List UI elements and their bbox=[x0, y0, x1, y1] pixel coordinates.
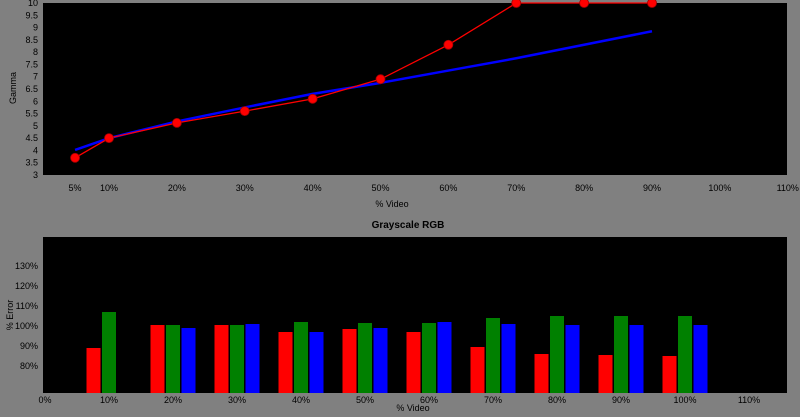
grayscale-ytick-label: 90% bbox=[20, 341, 38, 351]
green-bar bbox=[614, 316, 628, 393]
grayscale-ytick-label: 80% bbox=[20, 361, 38, 371]
gamma-xtick-label: 30% bbox=[236, 183, 254, 193]
grayscale-xtick-label: 10% bbox=[100, 395, 118, 405]
green-bar bbox=[294, 322, 308, 393]
gamma-ytick-label: 3 bbox=[33, 170, 38, 180]
grayscale-xtick-label: 40% bbox=[292, 395, 310, 405]
blue-bar bbox=[309, 332, 324, 393]
red-bar bbox=[598, 355, 613, 393]
gamma-ytick-label: 10 bbox=[28, 0, 38, 8]
blue-bar bbox=[373, 328, 388, 393]
grayscale-xtick-label: 0% bbox=[38, 395, 51, 405]
grayscale-ytick-label: 120% bbox=[15, 281, 38, 291]
gamma-ylabel: Gamma bbox=[8, 72, 18, 104]
gamma-data-point bbox=[647, 0, 657, 8]
gamma-measured-line bbox=[74, 2, 652, 159]
gamma-ytick-label: 7 bbox=[33, 72, 38, 82]
blue-bar bbox=[501, 324, 516, 393]
gamma-xtick-label: 40% bbox=[304, 183, 322, 193]
gamma-xtick-label: 110% bbox=[777, 183, 799, 193]
gamma-data-point bbox=[307, 93, 318, 104]
grayscale-xtick-label: 70% bbox=[484, 395, 502, 405]
gamma-xtick-label: 90% bbox=[643, 183, 661, 193]
grayscale-title: Grayscale RGB bbox=[372, 220, 445, 231]
gamma-xtick-label: 5% bbox=[69, 183, 82, 193]
grayscale-xtick-label: 60% bbox=[420, 395, 438, 405]
green-bar bbox=[102, 312, 116, 393]
gamma-xtick-label: 10% bbox=[100, 183, 118, 193]
gamma-ytick-label: 4.5 bbox=[25, 133, 38, 143]
red-bar bbox=[86, 348, 101, 393]
blue-bar bbox=[245, 324, 260, 393]
gamma-ytick-label: 6 bbox=[33, 96, 38, 106]
grayscale-xlabel: % Video bbox=[396, 403, 429, 413]
red-bar bbox=[214, 325, 229, 393]
blue-bar bbox=[437, 322, 452, 393]
red-bar bbox=[662, 356, 677, 393]
blue-bar bbox=[693, 325, 708, 393]
gamma-data-point bbox=[443, 39, 454, 50]
gamma-xtick-label: 70% bbox=[507, 183, 525, 193]
green-bar bbox=[422, 323, 436, 393]
gamma-ytick-label: 4 bbox=[33, 145, 38, 155]
gamma-ytick-label: 8 bbox=[33, 47, 38, 57]
grayscale-xtick-label: 90% bbox=[612, 395, 630, 405]
gamma-plot-area bbox=[43, 3, 787, 175]
red-bar bbox=[470, 347, 485, 393]
blue-bar bbox=[565, 325, 580, 393]
green-bar bbox=[230, 325, 244, 393]
green-bar bbox=[678, 316, 692, 393]
gamma-xtick-label: 100% bbox=[708, 183, 731, 193]
gamma-xtick-label: 50% bbox=[371, 183, 389, 193]
grayscale-xtick-label: 110% bbox=[738, 395, 760, 405]
gamma-xlabel: % Video bbox=[375, 199, 408, 209]
gamma-data-point bbox=[70, 152, 80, 163]
green-bar bbox=[486, 318, 500, 393]
grayscale-ytick-label: 130% bbox=[15, 261, 38, 271]
gamma-ytick-label: 5 bbox=[33, 121, 38, 131]
gamma-ytick-label: 7.5 bbox=[25, 59, 38, 69]
gamma-ytick-label: 5.5 bbox=[25, 109, 38, 119]
gamma-chart: Gamma % Video 3 3.5 4 4.5 5 5.5 6 6.5 7 7.5 8 8.5 9 9… bbox=[8, 0, 799, 209]
gamma-ytick-label: 9 bbox=[33, 23, 38, 33]
grayscale-xtick-label: 20% bbox=[164, 395, 182, 405]
gamma-data-point bbox=[104, 133, 114, 144]
gamma-xtick-label: 60% bbox=[439, 183, 457, 193]
red-bar bbox=[150, 325, 165, 393]
gamma-data-point bbox=[579, 0, 590, 8]
grayscale-xtick-label: 30% bbox=[228, 395, 246, 405]
gamma-data-point bbox=[511, 0, 522, 8]
green-bar bbox=[550, 316, 564, 393]
grayscale-xtick-label: 50% bbox=[356, 395, 374, 405]
grayscale-chart: Grayscale RGB % Error % Video 80% 90% 100%… bbox=[5, 220, 787, 413]
red-bar bbox=[342, 329, 357, 393]
gamma-ytick-label: 6.5 bbox=[25, 84, 38, 94]
gamma-xtick-label: 20% bbox=[168, 183, 186, 193]
red-bar bbox=[534, 354, 549, 393]
gamma-ytick-label: 9.5 bbox=[25, 10, 38, 20]
grayscale-ytick-label: 110% bbox=[16, 301, 38, 311]
grayscale-xtick-label: 80% bbox=[548, 395, 566, 405]
gamma-data-point bbox=[375, 74, 386, 85]
green-bar bbox=[166, 325, 180, 393]
grayscale-ylabel: % Error bbox=[5, 300, 15, 331]
blue-bar bbox=[629, 325, 644, 393]
green-bar bbox=[358, 323, 372, 393]
gamma-data-point bbox=[171, 118, 182, 128]
gamma-xtick-label: 80% bbox=[575, 183, 593, 193]
blue-bar bbox=[181, 328, 196, 393]
red-bar bbox=[278, 332, 293, 393]
gamma-data-point bbox=[239, 106, 250, 117]
red-bar bbox=[406, 332, 421, 393]
gamma-ytick-label: 3.5 bbox=[25, 158, 38, 168]
grayscale-ytick-label: 100% bbox=[15, 321, 38, 331]
grayscale-xtick-label: 100% bbox=[673, 395, 696, 405]
gamma-ytick-label: 8.5 bbox=[25, 35, 38, 45]
